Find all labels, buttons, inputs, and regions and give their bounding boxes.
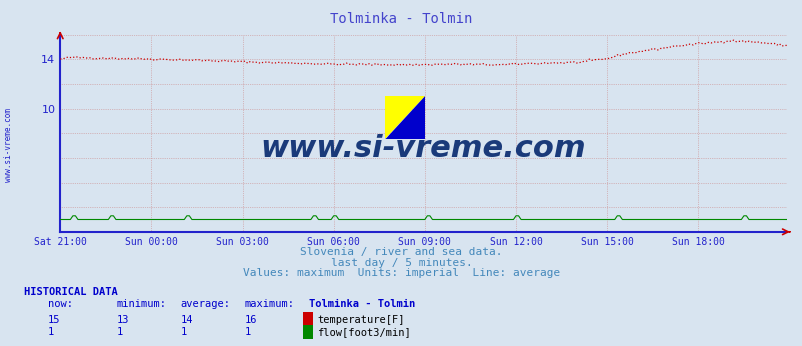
Polygon shape — [385, 96, 425, 139]
Text: 1: 1 — [180, 327, 187, 337]
Text: 15: 15 — [48, 315, 61, 325]
Text: 1: 1 — [245, 327, 251, 337]
Polygon shape — [385, 122, 425, 139]
Text: 16: 16 — [245, 315, 257, 325]
Polygon shape — [385, 96, 425, 139]
Text: Values: maximum  Units: imperial  Line: average: Values: maximum Units: imperial Line: av… — [242, 268, 560, 278]
Text: Slovenia / river and sea data.: Slovenia / river and sea data. — [300, 247, 502, 257]
Text: minimum:: minimum: — [116, 299, 166, 309]
Text: 13: 13 — [116, 315, 129, 325]
Text: www.si-vreme.com: www.si-vreme.com — [261, 135, 585, 164]
Text: 14: 14 — [180, 315, 193, 325]
Text: last day / 5 minutes.: last day / 5 minutes. — [330, 258, 472, 268]
Text: Tolminka - Tolmin: Tolminka - Tolmin — [309, 299, 415, 309]
Text: maximum:: maximum: — [245, 299, 294, 309]
Text: HISTORICAL DATA: HISTORICAL DATA — [24, 287, 118, 297]
Text: 1: 1 — [48, 327, 55, 337]
Text: now:: now: — [48, 299, 73, 309]
Text: www.si-vreme.com: www.si-vreme.com — [3, 108, 13, 182]
Text: Tolminka - Tolmin: Tolminka - Tolmin — [330, 12, 472, 26]
Text: 1: 1 — [116, 327, 123, 337]
Text: flow[foot3/min]: flow[foot3/min] — [317, 327, 411, 337]
Text: average:: average: — [180, 299, 230, 309]
Text: temperature[F]: temperature[F] — [317, 315, 404, 325]
